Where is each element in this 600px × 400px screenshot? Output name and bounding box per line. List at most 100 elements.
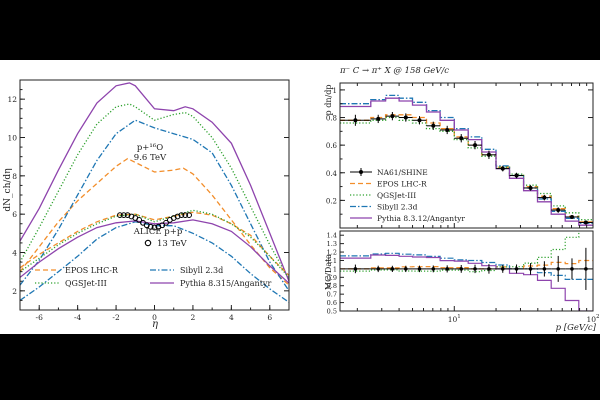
left-x-tick-label: -2 (112, 313, 120, 322)
left-series-line-7 (20, 219, 289, 284)
left-x-tick-label: 0 (152, 313, 157, 322)
left-x-tick-label: -4 (74, 313, 82, 322)
left-legend-label-qgs: QGSJet-III (65, 279, 107, 288)
na61-data-point (353, 118, 358, 123)
right-main-frame (339, 82, 594, 229)
left-y-tick-label: 8 (12, 172, 17, 181)
na61-data-point (556, 208, 561, 213)
right-y-tick-label: 0.2 (326, 197, 337, 205)
left-chart: -6 -4 -2 0 2 4 6 2 4 6 8 10 12 dN_ch/dη η p+¹⁶O 9.6 … (3, 79, 290, 330)
ratio-y-tick-label: 1 (333, 265, 337, 273)
ratio-data-point (404, 267, 408, 271)
ratio-series-hist-1 (340, 231, 580, 273)
left-y-axis-label: dN_ch/dη (3, 168, 13, 211)
left-series-line-1 (20, 103, 289, 280)
na61-data-point (459, 136, 464, 141)
alice-label: ALICE p+p (133, 227, 183, 237)
right-series-hist-3 (340, 97, 593, 226)
right-axis-ticks: 0.20.40.60.810.50.60.70.80.911.11.21.31.… (326, 83, 600, 324)
ratio-series-hist-0 (340, 259, 593, 270)
ratio-data-point (556, 267, 561, 271)
left-series-line-5 (20, 209, 289, 278)
na61-data-point (417, 118, 422, 123)
right-legend-marker (359, 170, 363, 174)
ratio-data-point (514, 267, 519, 271)
right-legend-label-pythia: Pythia 8.3.12/Angantyr (377, 214, 465, 223)
ratio-y-tick-label: 1.2 (327, 249, 337, 257)
ratio-y-tick-label: 1.4 (327, 232, 337, 240)
right-y-tick-label: 0.4 (326, 170, 338, 178)
na61-data-point (514, 173, 519, 178)
ratio-y-tick-label: 0.7 (327, 291, 337, 299)
right-chart-title: π⁻ C → π⁺ X @ 158 GeV/c (339, 66, 449, 76)
left-x-tick-label: 2 (191, 313, 196, 322)
ratio-data-point (353, 267, 358, 271)
right-y-tick-label: 0.8 (326, 115, 337, 123)
alice-data-point (117, 212, 123, 219)
ratio-series-hist-2 (340, 252, 593, 280)
alice-data-point (186, 212, 192, 219)
na61-data-point (403, 115, 408, 120)
right-x-tick-label: 102 (586, 314, 599, 324)
ratio-y-tick-label: 0.6 (327, 299, 337, 307)
na61-data-point (390, 114, 395, 119)
ratio-y-axis-label: MC/Data (324, 254, 333, 290)
right-legend: NA61/SHINE EPOS LHC-R QGSJet-III Sibyll 2.3… (350, 168, 465, 223)
alice-sublabel: 13 TeV (157, 239, 188, 249)
left-series-line-6 (20, 221, 289, 303)
alice-data-point (174, 213, 181, 220)
figure-background (0, 60, 600, 334)
ratio-y-tick-label: 0.9 (327, 274, 337, 282)
left-y-tick-label: 4 (12, 249, 17, 258)
left-legend-label-epos: EPOS LHC-R (65, 266, 119, 275)
ratio-data-point (431, 267, 436, 271)
right-x-axis-label: p [GeV/c] (556, 323, 597, 333)
na61-data-point (528, 185, 533, 190)
alice-data-point (120, 212, 127, 219)
ratio-data-point (445, 267, 449, 271)
left-legend-label-pythia: Pythia 8.315/Angantyr (180, 279, 271, 288)
left-series-group (20, 82, 289, 303)
right-ratio-plot (340, 231, 593, 311)
alice-data-point (178, 212, 185, 219)
na61-data-point (376, 116, 381, 121)
left-series-line-3 (20, 82, 289, 282)
left-legend: EPOS LHC-R Sibyll 2.3d QGSJet-III Pythia 8.… (35, 266, 271, 288)
ratio-y-tick-label: 1.1 (327, 257, 337, 265)
alice-data-point (182, 212, 189, 219)
x-tick-base: 10 (586, 315, 596, 324)
alice-data-point (124, 212, 131, 219)
alice-data-point (163, 219, 169, 226)
right-ratio-frame (339, 230, 594, 312)
ratio-data-point (459, 267, 464, 271)
alice-data-point (147, 223, 154, 230)
right-chart: π⁻ C → π⁺ X @ 158 GeV/c 0.2 0.4 0.6 0.8 1 0.5… (324, 66, 600, 333)
na61-data-point (445, 127, 450, 132)
right-y-tick-label: 0.6 (326, 142, 338, 150)
left-y-tick-label: 12 (7, 95, 17, 104)
system-label-line2: 9.6 TeV (134, 153, 167, 163)
ratio-data-point (584, 267, 588, 271)
na61-data-point (473, 143, 478, 148)
system-label-line1: p+¹⁶O (137, 143, 163, 153)
ratio-data-point (542, 267, 547, 271)
right-main-plot (340, 94, 593, 226)
right-legend-label-epos: EPOS LHC-R (377, 180, 427, 189)
left-y-tick-label: 6 (12, 210, 17, 219)
ratio-y-tick-label: 1.3 (327, 240, 337, 248)
right-y-tick-label: 1 (333, 87, 337, 95)
right-legend-label-qgs: QGSJet-III (377, 191, 416, 200)
left-x-tick-label: -6 (36, 313, 44, 322)
alice-legend-marker (144, 239, 152, 247)
na61-data-point (486, 152, 491, 157)
right-legend-label-sibyll: Sibyll 2.3d (377, 203, 418, 212)
ratio-y-tick-label: 0.8 (327, 282, 337, 290)
ratio-data-point (570, 267, 574, 271)
left-x-tick-label: 6 (267, 313, 272, 322)
left-axis-ticks: -6 -4 -2 0 2 4 6 2 4 6 8 10 12 (7, 79, 290, 322)
alice-data-point (136, 217, 143, 223)
left-legend-label-sibyll: Sibyll 2.3d (180, 266, 223, 275)
na61-data-point (583, 220, 588, 225)
left-x-tick-label: 4 (229, 313, 234, 322)
